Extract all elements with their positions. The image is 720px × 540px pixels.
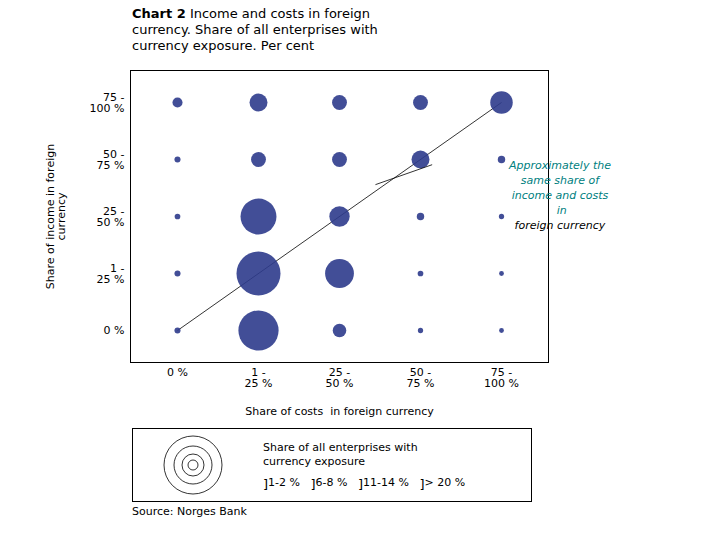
svg-text:25 -50 %: 25 -50 % [97, 205, 125, 229]
svg-text:Approximately thesame share of: Approximately thesame share ofincome and… [508, 159, 611, 232]
svg-text:25 -50 %: 25 -50 % [326, 366, 354, 390]
html-text:]1-2 %: ]1-2 % [263, 475, 300, 492]
svg-text:0 %: 0 % [104, 324, 125, 337]
html-text:]> 20 %: ]> 20 % [419, 475, 466, 492]
svg-text:Share of costs in foreign cur: Share of costs in foreign currency [245, 405, 434, 418]
svg-text:50 -75 %: 50 -75 % [97, 148, 125, 172]
svg-text:1 -25 %: 1 -25 % [245, 366, 273, 390]
svg-text:0 %: 0 % [167, 366, 188, 379]
html-text:]6-8 %: ]6-8 % [310, 475, 348, 492]
html-text:]11-14 %: ]11-14 % [358, 475, 409, 492]
svg-text:1 -25 %: 1 -25 % [97, 262, 125, 286]
svg-text:Share of income in foreigncurr: Share of income in foreigncurrency [44, 144, 68, 289]
svg-text:50 -75 %: 50 -75 % [407, 366, 435, 390]
svg-text:75 -100 %: 75 -100 % [484, 366, 519, 390]
html-text:Share of all enterprises with: Share of all enterprises with currency e… [263, 440, 418, 468]
html-text:Chart 2 Income and costs in fo: Chart 2 Income and costs in foreign curr… [132, 6, 378, 53]
html-text:Source: Norges Bank: Source: Norges Bank [132, 505, 247, 518]
svg-text:75 -100 %: 75 -100 % [90, 91, 125, 115]
